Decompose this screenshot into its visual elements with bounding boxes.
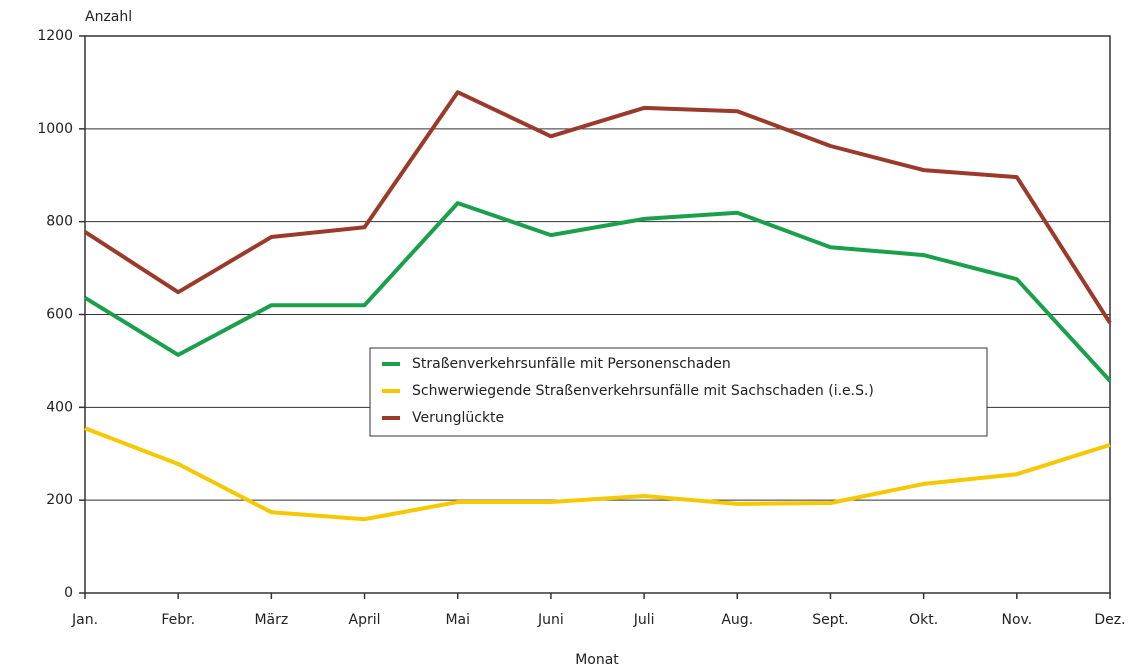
y-axis-label: Anzahl: [85, 9, 132, 25]
legend-label: Verunglückte: [412, 410, 504, 426]
y-tick-label: 800: [46, 214, 73, 230]
plot-frame: [84, 35, 1111, 594]
x-tick-label: Febr.: [161, 612, 195, 628]
y-tick-label: 400: [46, 399, 73, 415]
x-tick-label: Juni: [537, 612, 564, 628]
series-line: [83, 90, 1112, 324]
x-tick-label: Mai: [445, 612, 470, 628]
y-tick-label: 600: [46, 307, 73, 323]
y-tick-label: 1000: [37, 121, 73, 137]
legend-box: [369, 347, 988, 437]
x-tick-label: Okt.: [909, 612, 938, 628]
legend-label: Schwerwiegende Straßenverkehrsunfälle mi…: [412, 383, 874, 399]
series-line: [84, 426, 1111, 522]
x-tick-label: März: [254, 612, 288, 628]
x-tick-label: April: [349, 612, 381, 628]
y-tick-label: 1200: [37, 28, 73, 44]
legend-label: Straßenverkehrsunfälle mit Personenschad…: [412, 356, 731, 372]
series-line: [83, 201, 1112, 383]
x-axis-label: Monat: [575, 652, 619, 668]
y-tick-label: 200: [46, 492, 73, 508]
legend: Straßenverkehrsunfälle mit Personenschad…: [369, 347, 988, 437]
x-tick-label: Nov.: [1001, 612, 1032, 628]
y-tick-label: 0: [64, 585, 73, 601]
x-tick-label: Juli: [633, 612, 655, 628]
x-tick-label: Sept.: [812, 612, 848, 628]
x-tick-label: Jan.: [71, 612, 98, 628]
x-tick-label: Dez.: [1094, 612, 1125, 628]
x-tick-label: Aug.: [721, 612, 753, 628]
